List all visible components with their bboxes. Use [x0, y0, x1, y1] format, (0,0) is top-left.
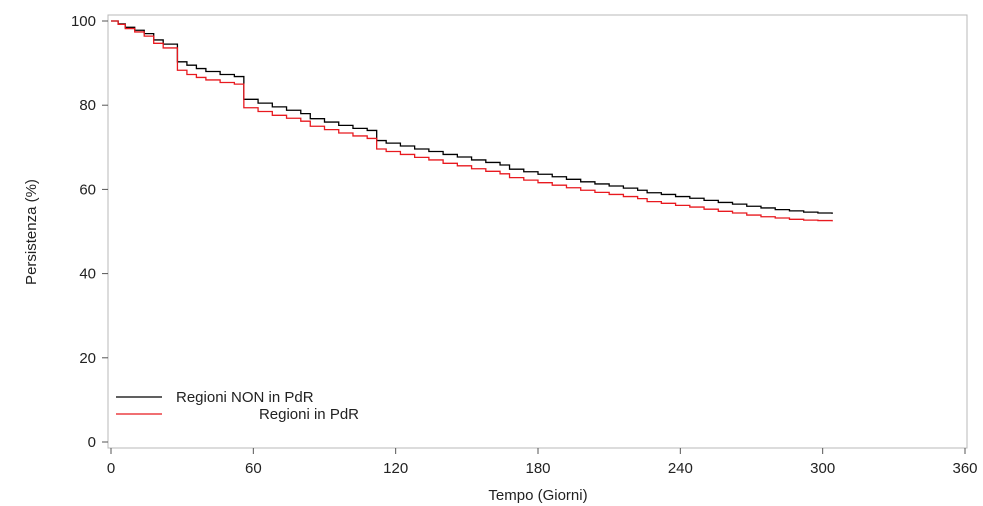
y-axis-title: Persistenza (%): [23, 179, 40, 285]
series-line-1: [111, 20, 833, 214]
y-tick-label: 60: [79, 181, 96, 198]
x-axis: 0 60 120 180 240 300 360: [107, 448, 978, 477]
x-tick-label: 360: [952, 460, 977, 477]
x-tick-label: 60: [245, 460, 262, 477]
y-tick-label: 40: [79, 266, 96, 283]
x-tick-label: 300: [810, 460, 835, 477]
y-axis: 0 20 40 60 80 100: [71, 13, 108, 451]
legend-label-2: Regioni in PdR: [259, 406, 359, 423]
x-tick-label: 0: [107, 460, 115, 477]
y-tick-label: 20: [79, 350, 96, 367]
y-tick-label: 80: [79, 97, 96, 114]
y-tick-label: 0: [88, 434, 96, 451]
series-line-2: [111, 20, 833, 222]
plot-frame: [107, 14, 968, 449]
x-tick-label: 180: [525, 460, 550, 477]
x-tick-label: 240: [668, 460, 693, 477]
x-axis-title: Tempo (Giorni): [488, 487, 587, 504]
y-tick-label: 100: [71, 13, 96, 30]
legend-label-1: Regioni NON in PdR: [176, 389, 314, 406]
series-layer: [111, 20, 833, 222]
x-tick-label: 120: [383, 460, 408, 477]
